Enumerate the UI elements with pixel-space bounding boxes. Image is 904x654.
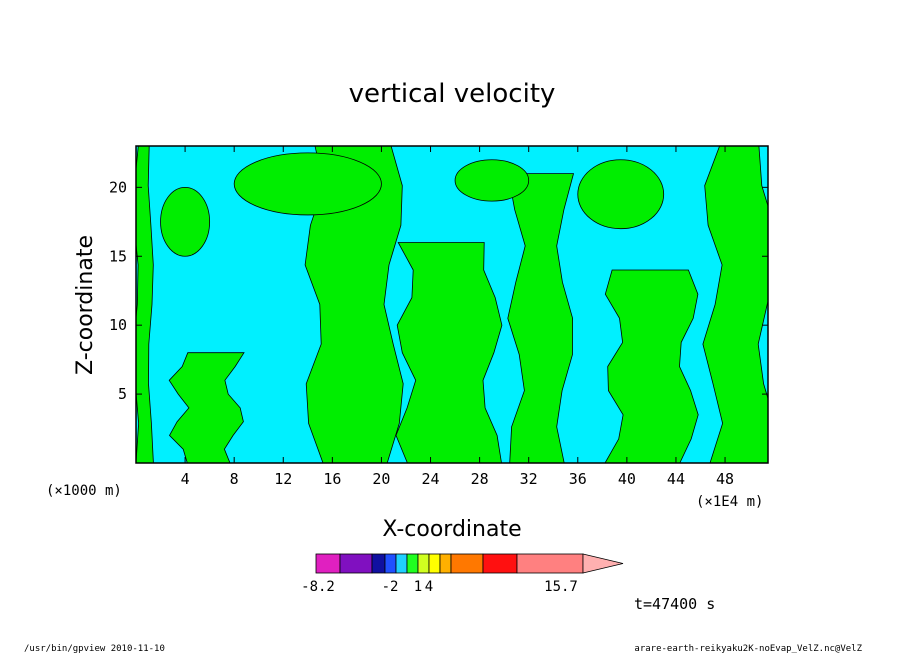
colorbar-tick-label: 15.7 [544,579,578,595]
x-unit-right: (×1E4 m) [696,494,763,510]
y-axis: 5 10 15 20 [109,178,768,403]
x-tick-label: 40 [618,470,636,488]
colorbar-segment [482,553,518,574]
footer-left: /usr/bin/gpview 2010-11-10 [24,644,165,654]
x-tick-label: 16 [323,470,341,488]
positive-patch [577,159,665,230]
colorbar: -8.2 -2 1 4 15.7 [301,553,624,595]
x-tick-label: 24 [421,470,439,488]
x-axis-label: X-coordinate [382,517,521,542]
x-axis: 4 8 12 16 20 24 28 32 36 40 44 48 [181,146,734,488]
colorbar-arrow [582,553,624,574]
colorbar-segment [450,553,484,574]
x-tick-label: 48 [716,470,734,488]
y-tick-label: 15 [109,247,127,265]
colorbar-segment [384,553,397,574]
colorbar-segment [395,553,408,574]
colorbar-tick-label: -8.2 [301,579,335,595]
x-tick-label: 4 [181,470,190,488]
x-tick-label: 8 [230,470,239,488]
positive-region [304,146,404,463]
positive-region [604,269,699,463]
x-tick-label: 12 [274,470,292,488]
colorbar-segment [406,553,419,574]
colorbar-tick-label: 4 [425,579,433,595]
plot-area [135,145,769,464]
positive-patch [233,152,382,216]
positive-region [136,146,154,463]
colorbar-segment [315,553,341,574]
y-tick-label: 10 [109,316,127,334]
y-tick-label: 20 [109,178,127,196]
colorbar-segment [428,553,441,574]
x-tick-label: 36 [569,470,587,488]
plot-frame [135,145,769,464]
colorbar-segment [371,553,386,574]
colorbar-tick-label: 1 [414,579,422,595]
positive-patch [454,159,530,202]
colorbar-segment [516,553,584,574]
colorbar-segment [417,553,430,574]
positive-patch [160,186,211,257]
footer-right: arare-earth-reikyaku2K-noEvap_VelZ.nc@Ve… [634,644,862,654]
positive-region [702,146,768,463]
positive-region [168,352,245,463]
y-axis-label: Z-coordinate [73,235,98,375]
positive-velocity-regions [136,146,768,463]
x-tick-label: 44 [667,470,685,488]
colorbar-segment [339,553,373,574]
positive-region [507,173,575,463]
x-unit-left: (×1000 m) [46,483,122,499]
colorbar-tick-label: -2 [382,579,399,595]
x-tick-label: 20 [372,470,390,488]
x-tick-label: 28 [471,470,489,488]
colorbar-segment [439,553,452,574]
positive-region [395,242,503,463]
chart-title: vertical velocity [349,79,556,109]
y-tick-label: 5 [118,385,127,403]
time-label: t=47400 s [634,595,715,613]
x-tick-label: 32 [520,470,538,488]
